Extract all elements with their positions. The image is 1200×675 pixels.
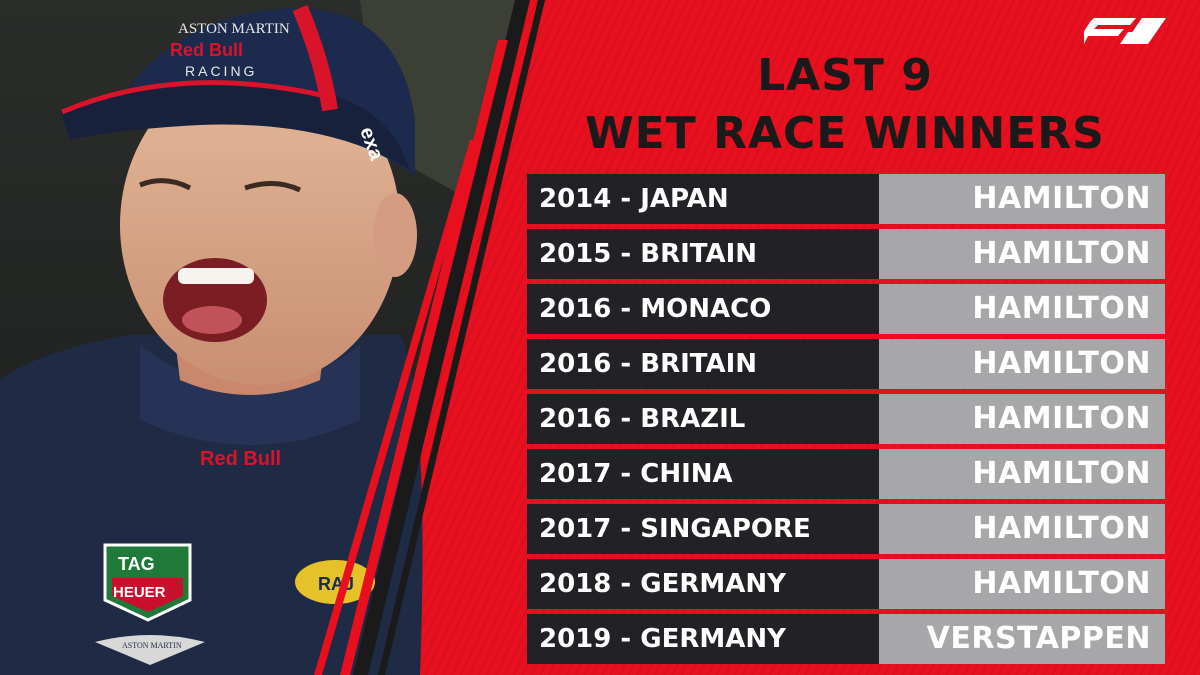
race-cell: 2014 - JAPAN <box>527 174 879 224</box>
table-row: 2014 - JAPAN HAMILTON <box>527 174 1165 224</box>
title-line-2: WET RACE WINNERS <box>585 108 1105 159</box>
divider-stripe-black <box>353 0 530 675</box>
race-cell: 2016 - BRAZIL <box>527 394 879 444</box>
tag-heuer-badge: TAG HEUER <box>103 543 192 622</box>
winner-cell: HAMILTON <box>879 284 1165 334</box>
cap-text-aston: ASTON MARTIN <box>178 21 290 37</box>
chest-aston-logo: ASTON MARTIN <box>122 641 182 650</box>
table-row: 2016 - BRAZIL HAMILTON <box>527 394 1165 444</box>
winner-cell: HAMILTON <box>879 339 1165 389</box>
table-row: 2016 - MONACO HAMILTON <box>527 284 1165 334</box>
table-row: 2017 - SINGAPORE HAMILTON <box>527 504 1165 554</box>
cap-text-racing: RACING <box>185 63 257 79</box>
title-line-1: LAST 9 <box>757 50 933 101</box>
table-row: 2019 - GERMANY VERSTAPPEN <box>527 614 1165 664</box>
divider-stripe-black-2 <box>378 0 545 675</box>
race-cell: 2017 - SINGAPORE <box>527 504 879 554</box>
cap-text-redbull: Red Bull <box>170 40 243 60</box>
table-row: 2015 - BRITAIN HAMILTON <box>527 229 1165 279</box>
winner-cell: VERSTAPPEN <box>879 614 1165 664</box>
race-cell: 2018 - GERMANY <box>527 559 879 609</box>
tag-text: TAG <box>118 554 155 574</box>
divider-stripe-red-1 <box>340 40 508 675</box>
table-row: 2018 - GERMANY HAMILTON <box>527 559 1165 609</box>
race-cell: 2016 - MONACO <box>527 284 879 334</box>
winner-cell: HAMILTON <box>879 504 1165 554</box>
race-cell: 2016 - BRITAIN <box>527 339 879 389</box>
heuer-text: HEUER <box>113 584 166 601</box>
table-row: 2017 - CHINA HAMILTON <box>527 449 1165 499</box>
winner-cell: HAMILTON <box>879 449 1165 499</box>
f1-logo-icon <box>1084 18 1166 44</box>
table-row: 2016 - BRITAIN HAMILTON <box>527 339 1165 389</box>
winner-cell: HAMILTON <box>879 559 1165 609</box>
winner-cell: HAMILTON <box>879 394 1165 444</box>
divider-stripe-red-2 <box>314 140 478 675</box>
winner-cell: HAMILTON <box>879 174 1165 224</box>
race-cell: 2015 - BRITAIN <box>527 229 879 279</box>
race-cell: 2017 - CHINA <box>527 449 879 499</box>
wet-race-winners-table: 2014 - JAPAN HAMILTON 2015 - BRITAIN HAM… <box>527 174 1165 669</box>
collar-redbull-logo: Red Bull <box>200 448 281 470</box>
winner-cell: HAMILTON <box>879 229 1165 279</box>
race-cell: 2019 - GERMANY <box>527 614 879 664</box>
